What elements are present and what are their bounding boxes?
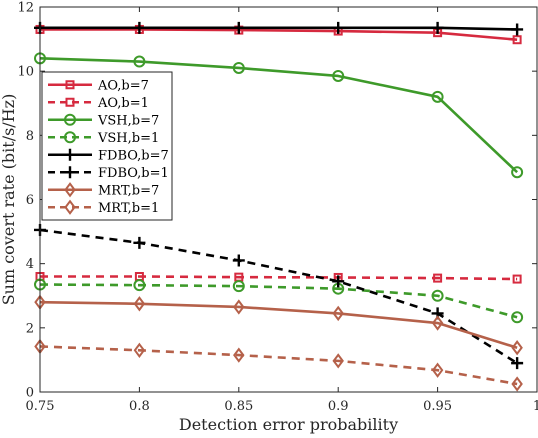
legend-layer: AO,b=7 AO,b=1 VSH,b=7 VSH,b=1 FDBO,b=7 FDBO,b… bbox=[41, 71, 173, 221]
legend-item-3: VSH,b=1 bbox=[48, 131, 159, 146]
data-point bbox=[511, 311, 524, 324]
data-point bbox=[511, 357, 524, 370]
legend-box bbox=[41, 71, 173, 221]
series-layer bbox=[34, 21, 524, 392]
legend-marker bbox=[64, 166, 76, 179]
y-tick-label: 2 bbox=[26, 321, 34, 336]
data-point bbox=[232, 280, 245, 293]
x-tick-label: 0.9 bbox=[328, 399, 349, 414]
legend-item-5: FDBO,b=1 bbox=[48, 166, 169, 181]
data-point bbox=[332, 305, 344, 322]
x-tick-label: 0.8 bbox=[129, 399, 150, 414]
data-point bbox=[233, 347, 245, 363]
legend-marker bbox=[64, 148, 76, 161]
data-point bbox=[511, 23, 524, 36]
x-tick-label: 1 bbox=[533, 399, 538, 414]
x-tick-label: 0.95 bbox=[423, 399, 452, 414]
x-tick-label: 0.75 bbox=[26, 399, 55, 414]
y-tick-label: 8 bbox=[26, 129, 34, 144]
legend-item-7: MRT,b=1 bbox=[48, 199, 159, 216]
data-point bbox=[431, 289, 444, 302]
series-line bbox=[39, 283, 518, 319]
legend-item-6: MRT,b=7 bbox=[48, 182, 159, 198]
series-line bbox=[39, 57, 519, 174]
data-point bbox=[511, 340, 523, 356]
y-tick-label: 10 bbox=[17, 65, 34, 80]
series-line bbox=[40, 26, 518, 31]
series-6 bbox=[34, 294, 523, 356]
series-line bbox=[39, 228, 518, 365]
series-line bbox=[39, 345, 518, 386]
data-point bbox=[332, 21, 345, 34]
data-point bbox=[431, 315, 444, 331]
legend-marker bbox=[64, 131, 76, 144]
series-line bbox=[40, 275, 518, 281]
data-point bbox=[512, 35, 522, 45]
data-point bbox=[332, 69, 345, 82]
data-point bbox=[431, 21, 444, 34]
data-point bbox=[433, 273, 443, 283]
data-point bbox=[332, 353, 344, 369]
legend-label: MRT,b=1 bbox=[98, 201, 159, 216]
legend-label: VSH,b=7 bbox=[97, 113, 159, 128]
legend-label: MRT,b=7 bbox=[98, 183, 159, 198]
legend-item-4: FDBO,b=7 bbox=[48, 148, 169, 163]
x-tick-label: 0.85 bbox=[224, 399, 253, 414]
legend-item-1: AO,b=1 bbox=[48, 96, 149, 111]
data-point bbox=[133, 55, 146, 68]
data-point bbox=[431, 362, 444, 378]
data-point bbox=[511, 376, 523, 392]
data-point bbox=[232, 254, 245, 267]
legend-label: VSH,b=1 bbox=[97, 131, 159, 146]
data-point bbox=[431, 90, 444, 103]
y-tick-label: 0 bbox=[26, 386, 34, 401]
legend-marker bbox=[65, 97, 75, 107]
legend-item-0: AO,b=7 bbox=[48, 78, 149, 93]
data-point bbox=[133, 279, 146, 292]
legend-marker bbox=[65, 80, 75, 90]
legend-label: AO,b=7 bbox=[97, 78, 149, 93]
data-point bbox=[511, 166, 524, 179]
data-point bbox=[332, 275, 345, 288]
x-axis-label: Detection error probability bbox=[179, 415, 398, 434]
data-point bbox=[232, 61, 245, 74]
data-point bbox=[512, 274, 522, 284]
data-point bbox=[133, 236, 146, 249]
legend-marker bbox=[64, 182, 76, 198]
data-point bbox=[232, 21, 245, 34]
y-tick-label: 6 bbox=[26, 193, 34, 208]
legend-item-2: VSH,b=7 bbox=[48, 113, 159, 128]
y-tick-label: 12 bbox=[17, 1, 34, 16]
data-point bbox=[233, 299, 245, 315]
legend-label: FDBO,b=7 bbox=[98, 148, 169, 163]
legend-marker bbox=[64, 199, 76, 215]
series-line bbox=[39, 300, 518, 349]
legend-label: FDBO,b=1 bbox=[98, 166, 169, 181]
legend-label: AO,b=1 bbox=[97, 96, 149, 111]
series-line bbox=[40, 28, 518, 42]
series-2 bbox=[34, 52, 524, 179]
y-tick-label: 4 bbox=[26, 257, 34, 272]
data-point bbox=[133, 342, 146, 358]
legend-marker bbox=[64, 113, 76, 126]
series-7 bbox=[34, 338, 523, 392]
data-point bbox=[133, 296, 146, 312]
data-point bbox=[133, 21, 146, 34]
series-4 bbox=[34, 21, 524, 36]
y-axis-label: Sum covert rate (bit/s/Hz) bbox=[0, 94, 18, 306]
